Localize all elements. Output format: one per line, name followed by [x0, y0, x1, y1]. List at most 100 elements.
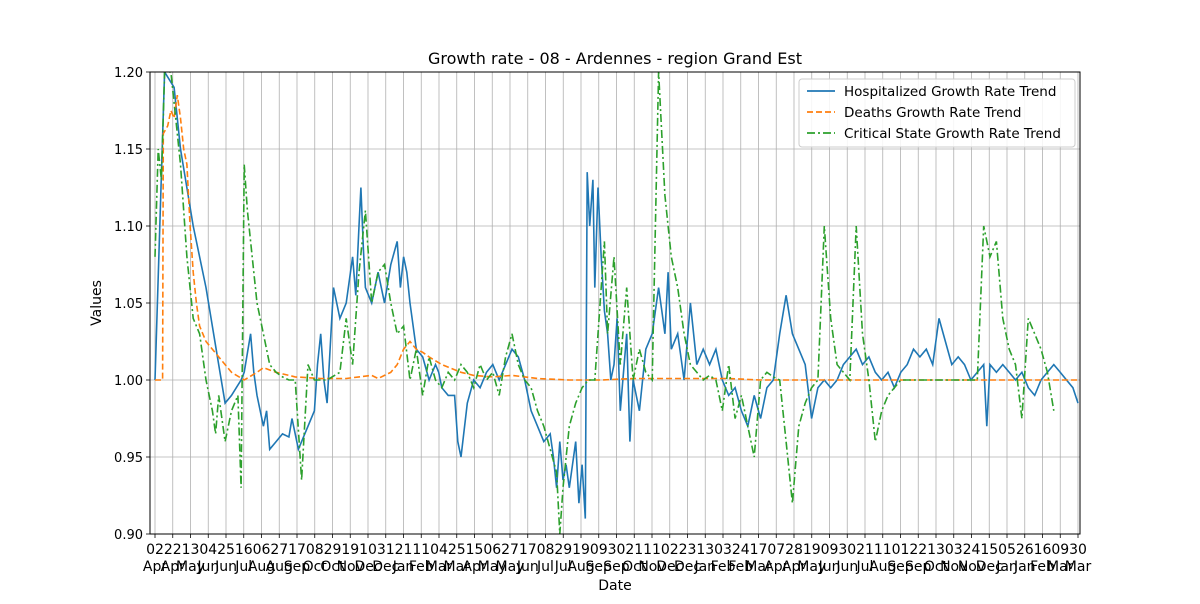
x-tick-label-month: Feb — [409, 559, 434, 575]
x-tick-label-month: Jan — [693, 559, 716, 575]
x-tick-label-month: Oct — [924, 559, 949, 575]
legend-label: Hospitalized Growth Rate Trend — [844, 84, 1056, 100]
x-tick-label-month: Jun — [818, 559, 841, 575]
x-tick-label-day: 15 — [980, 542, 998, 558]
x-tick-label-month: Jul — [536, 559, 554, 575]
x-tick-label-month: Mar — [745, 559, 772, 575]
x-tick-label-day: 19 — [572, 542, 590, 558]
x-tick-label-month: Aug — [869, 559, 896, 575]
x-tick-label-month: Oct — [622, 559, 647, 575]
x-tick-label-day: 21 — [856, 542, 874, 558]
x-tick-label-month: May — [176, 559, 205, 575]
y-axis: 0.90 0.95 1.00 1.05 1.10 1.15 1.20 — [114, 66, 150, 543]
x-tick-label-day: 08 — [306, 542, 324, 558]
x-tick-label-month: Mar — [1047, 559, 1074, 575]
x-tick-label-day: 25 — [448, 542, 466, 558]
x-tick-label-month: Nov — [638, 559, 665, 575]
x-tick-label-day: 09 — [590, 542, 608, 558]
x-tick-label-day: 17 — [288, 542, 306, 558]
x-tick-label-day: 21 — [625, 542, 643, 558]
y-tick-label: 1.15 — [114, 143, 143, 158]
x-tick-label-day: 13 — [182, 542, 200, 558]
x-tick-label-day: 04 — [199, 542, 217, 558]
plot-frame — [149, 71, 1081, 535]
x-tick-label-month: Jun — [835, 559, 858, 575]
x-tick-label-day: 05 — [998, 542, 1016, 558]
x-tick-label-month: Sep — [887, 559, 914, 575]
y-tick-label: 1.10 — [114, 220, 143, 235]
x-tick-label-month: Apr — [462, 559, 486, 575]
x-tick-label-day: 10 — [359, 542, 377, 558]
x-tick-label-month: Apr — [764, 559, 788, 575]
x-tick-label-day: 04 — [430, 542, 448, 558]
x-tick-label-day: 01 — [892, 542, 910, 558]
x-tick-label-month: Feb — [728, 559, 753, 575]
series-line-0 — [154, 72, 1079, 519]
x-tick-label-month: Aug — [266, 559, 293, 575]
x-tick-label-month: Mar — [426, 559, 453, 575]
x-tick-label-month: Aug — [567, 559, 594, 575]
x-axis-label: Date — [598, 578, 631, 594]
x-tick-label-month: Oct — [320, 559, 345, 575]
y-tick-label: 1.00 — [114, 374, 143, 389]
x-tick-label-month: Apr — [161, 559, 185, 575]
x-tick-label-day: 02 — [661, 542, 679, 558]
x-tick-label-day: 30 — [608, 542, 626, 558]
x-tick-label-month: Feb — [711, 559, 736, 575]
x-tick-label-day: 30 — [838, 542, 856, 558]
x-tick-label-month: May — [496, 559, 525, 575]
x-tick-label-month: Apr — [143, 559, 167, 575]
x-tick-label-day: 21 — [395, 542, 413, 558]
x-tick-label-month: Sep — [586, 559, 613, 575]
x-tick-label-month: Aug — [248, 559, 275, 575]
x-tick-label-month: Sep — [905, 559, 932, 575]
x-tick-label-day: 11 — [643, 542, 661, 558]
x-tick-label-month: Apr — [782, 559, 806, 575]
x-tick-label-day: 11 — [874, 542, 892, 558]
x-tick-label-day: 11 — [412, 542, 430, 558]
x-tick-label-day: 30 — [1069, 542, 1087, 558]
y-tick-label: 1.20 — [114, 66, 143, 81]
x-tick-label-day: 24 — [963, 542, 981, 558]
series-line-1 — [155, 94, 1078, 381]
x-tick-label-month: Dec — [372, 559, 399, 575]
x-tick-label-day: 13 — [696, 542, 714, 558]
x-tick-label-month: Jun — [516, 559, 539, 575]
x-tick-label-month: Sep — [603, 559, 630, 575]
legend-box — [798, 78, 1076, 148]
x-tick-label-day: 27 — [270, 542, 288, 558]
x-tick-label-day: 25 — [217, 542, 235, 558]
x-tick-label-month: Jun — [214, 559, 237, 575]
x-tick-label-day: 09 — [1051, 542, 1069, 558]
x-tick-label-day: 29 — [554, 542, 572, 558]
x-tick-label-day: 17 — [750, 542, 768, 558]
x-tick-label-month: Feb — [1030, 559, 1055, 575]
x-tick-label-day: 22 — [909, 542, 927, 558]
legend-label: Critical State Growth Rate Trend — [844, 126, 1061, 142]
x-tick-label-day: 19 — [341, 542, 359, 558]
x-tick-label-month: Mar — [444, 559, 471, 575]
x-tick-label-day: 17 — [519, 542, 537, 558]
y-tick-label: 0.90 — [114, 528, 143, 543]
x-tick-label-day: 23 — [679, 542, 697, 558]
x-tick-label-day: 06 — [483, 542, 501, 558]
x-tick-label-day: 07 — [767, 542, 785, 558]
x-tick-label-month: May — [797, 559, 826, 575]
x-tick-label-month: Jul — [856, 559, 874, 575]
legend-label: Deaths Growth Rate Trend — [844, 105, 1022, 121]
x-tick-label-month: Dec — [674, 559, 701, 575]
x-tick-label-day: 16 — [235, 542, 253, 558]
chart-title: Growth rate - 08 - Ardennes - region Gra… — [428, 49, 802, 68]
x-tick-label-day: 08 — [537, 542, 555, 558]
x-tick-label-day: 03 — [714, 542, 732, 558]
x-tick-label-month: Nov — [958, 559, 985, 575]
grid-lines — [150, 71, 1080, 535]
x-tick-label-month: Jan — [392, 559, 415, 575]
plot-area — [154, 72, 1079, 534]
x-tick-label-day: 29 — [324, 542, 342, 558]
x-tick-label-day: 22 — [164, 542, 182, 558]
x-tick-label-month: May — [478, 559, 507, 575]
x-tick-label-day: 06 — [253, 542, 271, 558]
